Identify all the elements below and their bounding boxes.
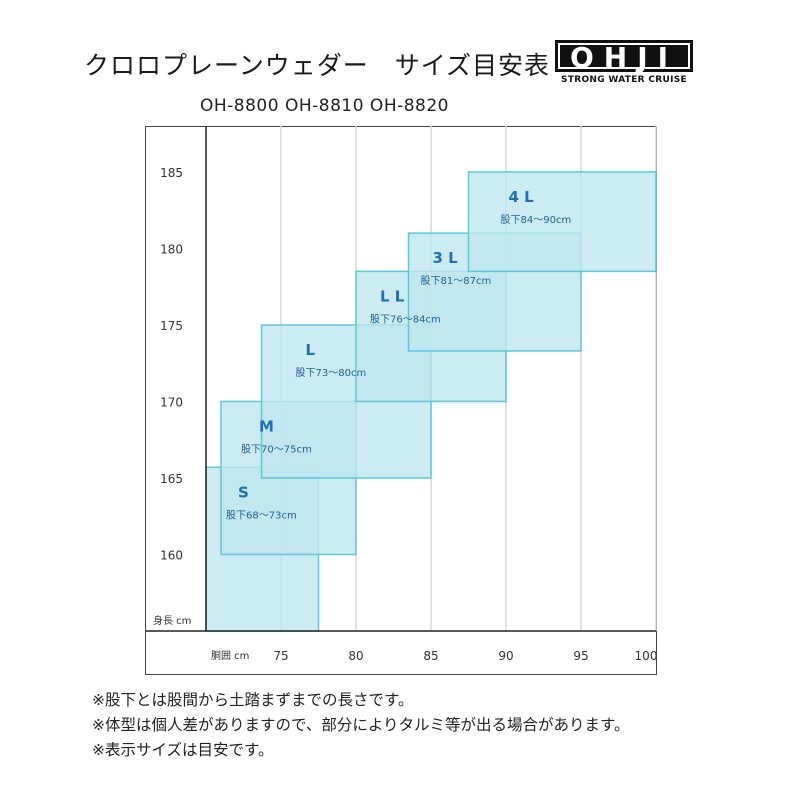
y-tick-160: 160 [160,548,183,562]
inseam-label-3l: 股下81～87cm [421,275,492,287]
logo-wordmark: OHJI [555,40,693,74]
inseam-label-4l: 股下84～90cm [501,214,572,226]
x-tick-90: 90 [498,649,513,663]
inseam-label-s: 股下68～73cm [226,509,297,521]
x-tick-80: 80 [348,649,363,663]
size-label-l: L [306,341,316,359]
inseam-label-l: 股下73～80cm [296,367,367,379]
y-axis-label: 身長 cm [153,614,191,627]
size-box-4l [467,171,657,273]
logo-tagline: STRONG WATER CRUISE [561,75,687,85]
y-tick-170: 170 [160,395,183,409]
y-tick-180: 180 [160,242,183,256]
inseam-label-m: 股下70～75cm [241,443,312,455]
x-tick-100: 100 [635,649,658,663]
notes: ※股下とは股間から土踏まずまでの長さです。 ※体型は個人差がありますので、部分に… [92,688,630,763]
note-inseam: ※股下とは股間から土踏まずまでの長さです。 [92,691,414,709]
model-numbers: OH-8800 OH-8810 OH-8820 [200,96,449,116]
size-label-s: S [238,483,249,501]
size-label-3l: 3 L [433,249,459,267]
y-tick-175: 175 [160,319,183,333]
size-label-4l: 4 L [509,188,535,206]
x-axis-label: 胴囲 cm [211,650,249,662]
x-tick-95: 95 [573,649,588,663]
y-tick-185: 185 [160,166,183,180]
x-tick-85: 85 [423,649,438,663]
size-label-m: M [259,417,274,435]
size-label-ll: L L [380,287,405,305]
note-size-guide: ※表示サイズは目安です。 [92,741,274,759]
x-tick-75: 75 [273,649,288,663]
brand-logo: OHJI STRONG WATER CRUISE [555,40,693,90]
y-tick-165: 165 [160,472,183,486]
page-title: クロロプレーンウェダー サイズ目安表 [84,51,551,80]
inseam-label-ll: 股下76～84cm [370,313,441,325]
note-body-type: ※体型は個人差がありますので、部分によりタルミ等が出る場合があります。 [92,716,630,734]
